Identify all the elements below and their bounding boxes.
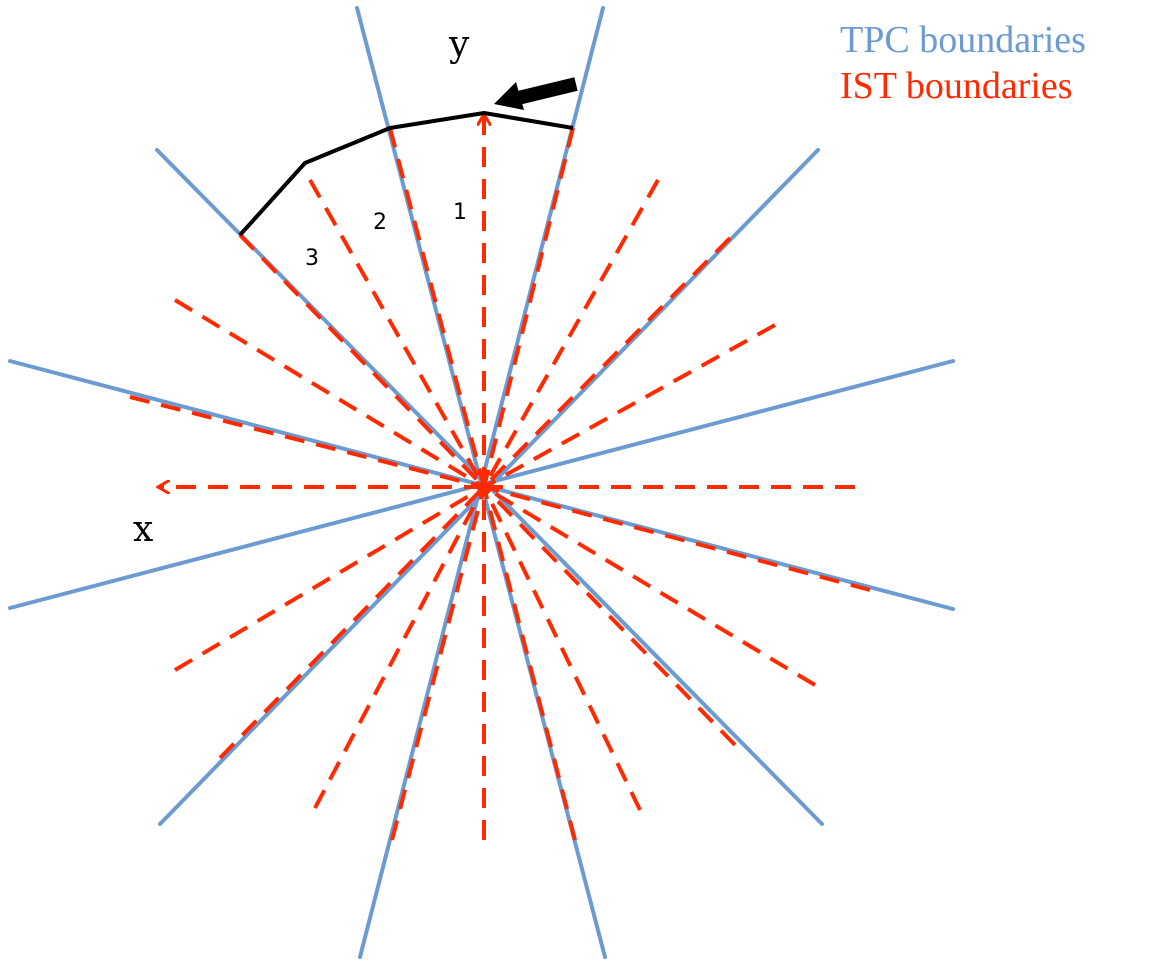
ist-boundary-line [482,486,642,811]
ist-boundary-line [173,485,486,672]
segment-label-2: 2 [373,210,387,235]
x-axis-label: x [133,509,153,550]
ist-boundary-line [129,395,485,489]
legend-ist-label: IST boundaries [840,64,1073,107]
y-axis-label: y [448,24,470,65]
ist-boundary-line [482,485,737,747]
segment-label-3: 3 [305,246,319,271]
thick-left-arrow-icon [494,77,578,110]
ist-boundary-line [482,486,577,841]
ist-boundary-lines [129,127,871,841]
ist-boundary-line [482,485,817,687]
sector-outline [238,111,574,237]
ist-boundary-line [482,236,732,489]
ist-boundary-line [390,486,486,841]
ist-boundary-line [308,179,486,488]
ist-boundary-line [173,298,486,489]
segment-label-1: 1 [453,200,467,225]
ist-boundary-line [483,485,871,592]
ist-boundary-line [238,233,486,489]
legend: TPC boundaries IST boundaries [840,18,1086,109]
ist-boundary-line [482,179,660,488]
ist-boundary-line [483,323,776,489]
ist-boundary-line [313,486,486,809]
axis-arrows [160,116,484,487]
legend-tpc-label: TPC boundaries [840,19,1086,61]
